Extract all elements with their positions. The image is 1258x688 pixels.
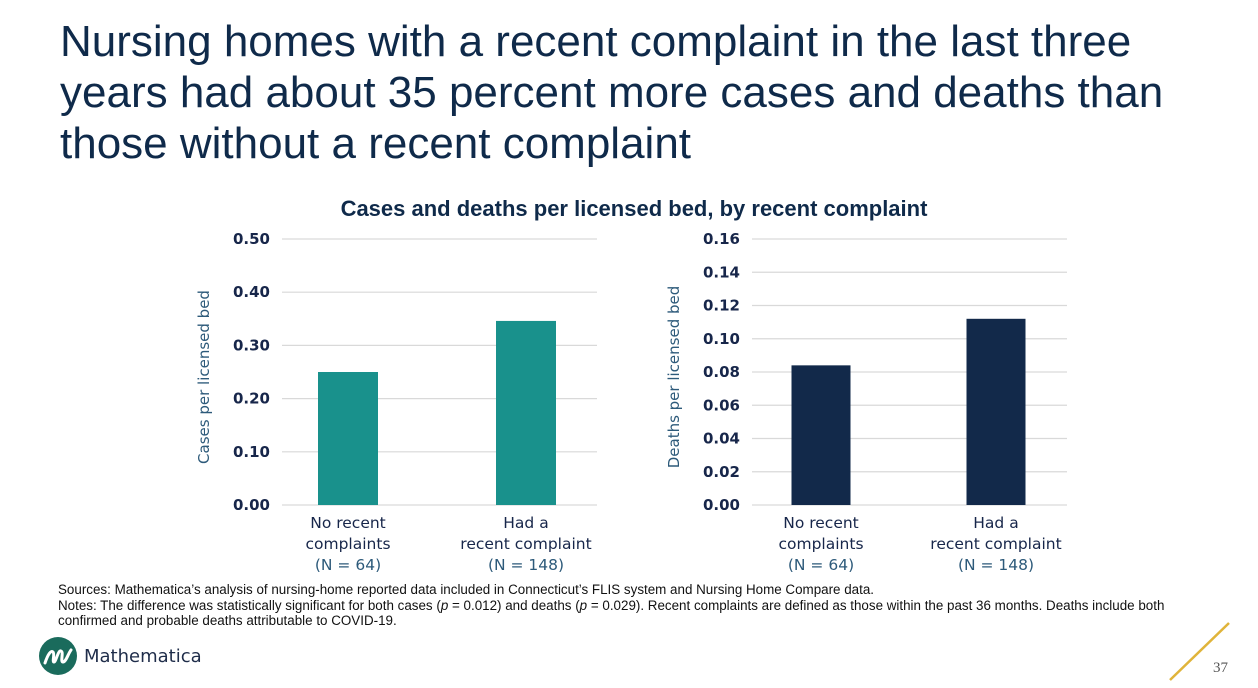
deaths-x-category-label: recent complaint — [930, 535, 1061, 553]
cases-y-tick-label: 0.40 — [233, 283, 270, 301]
deaths-y-tick-label: 0.14 — [703, 263, 740, 281]
cases-y-axis-label: Cases per licensed bed — [195, 290, 213, 464]
cases-x-category-label: No recent — [310, 514, 386, 532]
deaths-y-tick-label: 0.00 — [703, 496, 740, 514]
deaths-x-category-label: Had a — [973, 514, 1018, 532]
cases-bar — [318, 372, 378, 505]
cases-y-tick-label: 0.50 — [233, 230, 270, 248]
cases-y-tick-label: 0.10 — [233, 443, 270, 461]
cases-y-tick-label: 0.20 — [233, 390, 270, 408]
deaths-x-category-label: (N = 64) — [788, 556, 854, 574]
bar-charts: 0.00 0.10 0.20 0.30 0.40 0.50 Cases per licens… — [195, 230, 1067, 574]
p-symbol: p — [440, 597, 449, 613]
cases-bar — [496, 320, 556, 505]
deaths-y-tick-label: 0.02 — [703, 463, 740, 481]
footnotes: Sources: Mathematica’s analysis of nursi… — [58, 582, 1208, 629]
brand-name: Mathematica — [84, 645, 202, 667]
deaths-x-category-label: (N = 148) — [958, 556, 1034, 574]
cases-x-category-label: Had a — [503, 514, 548, 532]
cases-x-category-label: recent complaint — [460, 535, 591, 553]
cases-y-tick-label: 0.30 — [233, 336, 270, 354]
p-symbol: p — [579, 597, 588, 613]
mathematica-m-logo-icon — [39, 637, 77, 675]
chart-title: Cases and deaths per licensed bed, by re… — [340, 196, 928, 221]
deaths-y-tick-label: 0.12 — [703, 297, 740, 315]
page-number: 37 — [1213, 660, 1228, 676]
deaths-y-tick-label: 0.16 — [703, 230, 740, 248]
cases-x-category-label: (N = 148) — [488, 556, 564, 574]
deaths-y-tick-label: 0.04 — [703, 430, 740, 448]
cases-x-category-label: (N = 64) — [315, 556, 381, 574]
deaths-bar — [791, 365, 851, 505]
deaths-y-tick-label: 0.10 — [703, 330, 740, 348]
deaths-y-tick-label: 0.08 — [703, 363, 740, 381]
deaths-bar — [966, 318, 1026, 505]
cases-p-value: = 0.012) and deaths ( — [448, 597, 580, 613]
mathematica-logo: Mathematica — [39, 637, 202, 675]
deaths-y-axis-label: Deaths per licensed bed — [665, 286, 683, 469]
cases-y-tick-label: 0.00 — [233, 496, 270, 514]
notes-text: Notes: The difference was statistically … — [58, 598, 1208, 629]
cases-x-category-label: complaints — [305, 535, 390, 553]
notes-prefix: Notes: The difference was statistically … — [58, 597, 441, 613]
deaths-y-tick-label: 0.06 — [703, 396, 740, 414]
deaths-x-category-label: No recent — [783, 514, 859, 532]
deaths-x-category-label: complaints — [778, 535, 863, 553]
sources-note: Sources: Mathematica’s analysis of nursi… — [58, 582, 874, 597]
deaths-p-value: = 0.029). Recent complaints are defined … — [58, 597, 1165, 629]
slide-title: Nursing homes with a recent complaint in… — [60, 17, 1164, 168]
